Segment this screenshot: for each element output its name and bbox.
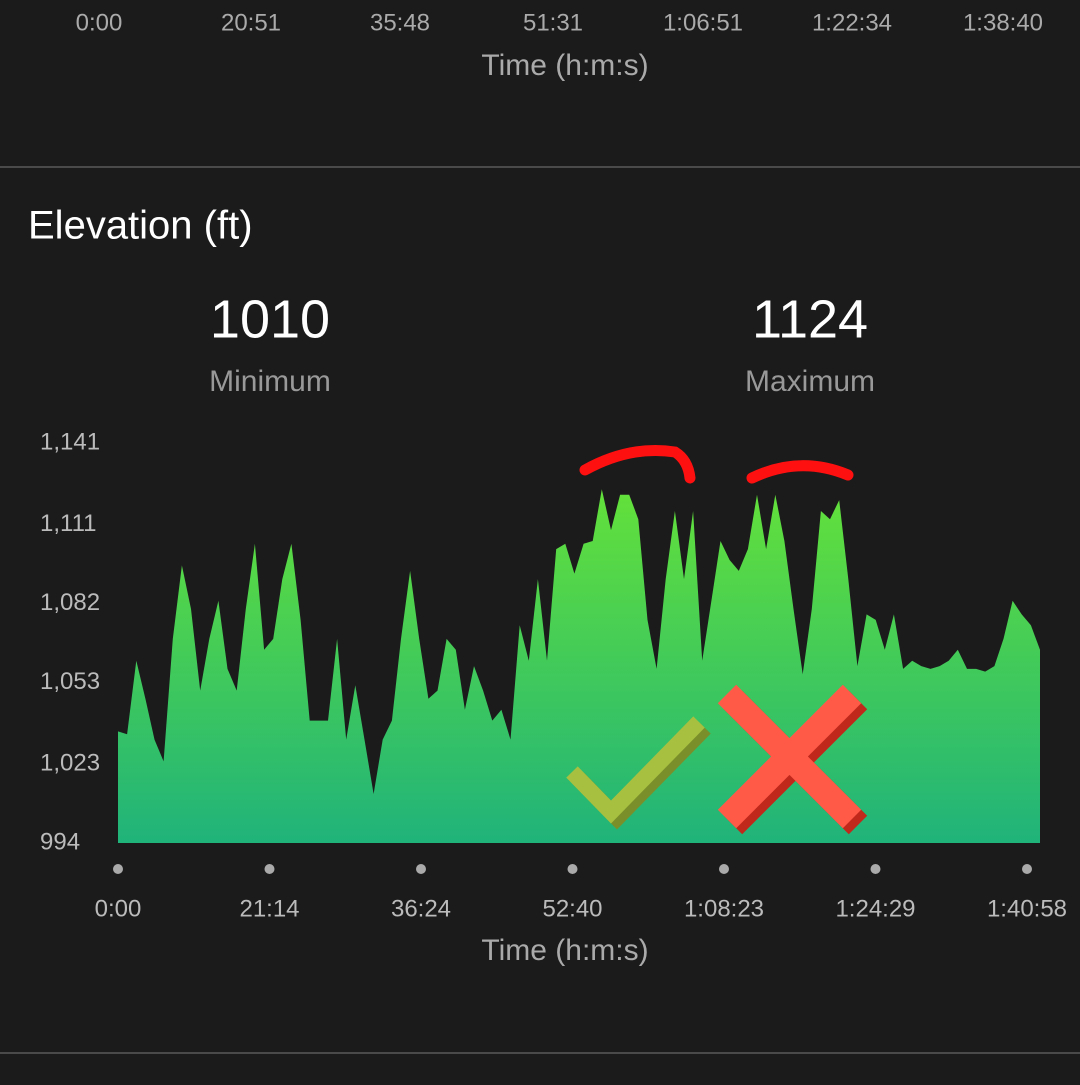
x-tick-dot	[567, 864, 578, 874]
y-tick-label: 994	[40, 828, 80, 855]
x-tick-label: 36:24	[391, 895, 451, 922]
stat-label: Minimum	[209, 365, 331, 398]
stat-label: Maximum	[745, 365, 875, 398]
x-tick-dot	[870, 864, 881, 874]
marker-arc	[579, 444, 696, 484]
annotations	[566, 444, 868, 835]
y-tick-label: 1,053	[40, 668, 100, 695]
x-tick-label: 21:14	[239, 895, 299, 922]
x-axis-title: Time (h:m:s)	[481, 49, 648, 82]
chart-title: Elevation (ft)	[28, 204, 253, 248]
x-tick-dot	[416, 864, 426, 874]
x-tick-label: 1:22:34	[812, 9, 892, 36]
x-tick-label: 1:08:23	[684, 895, 764, 922]
x-tick-label: 0:00	[95, 895, 142, 922]
check-mark	[566, 716, 705, 824]
y-tick-label: 1,023	[40, 749, 100, 776]
x-tick-dot	[113, 864, 123, 874]
x-tick-dot	[1022, 864, 1032, 874]
x-axis-title: Time (h:m:s)	[481, 934, 648, 967]
y-tick-label: 1,082	[40, 589, 100, 616]
x-tick-dot	[264, 864, 275, 874]
x-tick-label: 35:48	[370, 9, 430, 36]
x-tick-label: 1:38:40	[963, 9, 1043, 36]
x-tick-label: 1:40:58	[987, 895, 1067, 922]
y-tick-label: 1,141	[40, 428, 100, 455]
y-tick-label: 1,111	[40, 510, 97, 537]
x-tick-label: 1:06:51	[663, 9, 743, 36]
marker-arc	[746, 460, 854, 484]
x-tick-label: 52:40	[542, 895, 602, 922]
stat-value: 1010	[210, 289, 330, 349]
x-tick-label: 51:31	[523, 9, 583, 36]
stat-value: 1124	[752, 289, 868, 349]
x-mark	[717, 684, 862, 829]
x-tick-label: 0:00	[76, 9, 123, 36]
x-tick-dot	[719, 864, 729, 874]
x-tick-label: 1:24:29	[835, 895, 915, 922]
x-tick-label: 20:51	[221, 9, 281, 36]
